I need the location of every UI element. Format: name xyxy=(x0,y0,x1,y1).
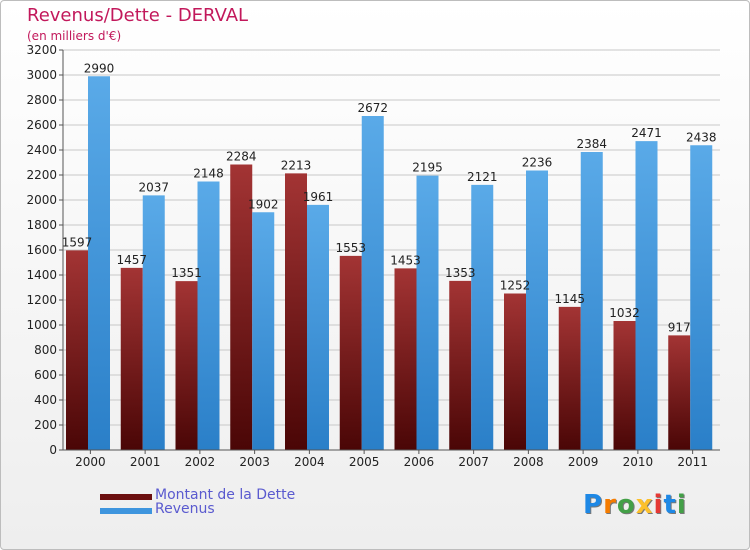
bar-revenue-2008 xyxy=(526,170,548,450)
bar-debt-2000 xyxy=(66,250,88,450)
x-tick-label: 2004 xyxy=(294,455,325,469)
y-tick-label: 1800 xyxy=(26,218,57,232)
data-label-revenue-2000: 2990 xyxy=(84,61,115,75)
y-tick-label: 2800 xyxy=(26,93,57,107)
x-tick-label: 2011 xyxy=(677,455,708,469)
logo-letter: t xyxy=(663,490,677,520)
bar-debt-2007 xyxy=(449,280,472,450)
bar-revenue-2011 xyxy=(690,145,713,450)
y-tick-label: 1200 xyxy=(26,293,57,307)
data-label-revenue-2010: 2471 xyxy=(631,126,662,140)
bar-debt-2011 xyxy=(668,335,691,450)
chart-subtitle: (en milliers d'€) xyxy=(27,29,122,43)
legend-swatch-debt xyxy=(100,494,152,500)
y-tick-label: 800 xyxy=(34,343,57,357)
bar-debt-2004 xyxy=(285,173,307,450)
bar-debt-2009 xyxy=(558,306,581,450)
legend-swatch-revenue xyxy=(100,508,152,514)
data-label-debt-2008: 1252 xyxy=(500,279,531,293)
logo-letter: P xyxy=(583,490,604,520)
legend-label-revenue: Revenus xyxy=(155,501,215,517)
x-tick-label: 2005 xyxy=(349,455,380,469)
y-tick-label: 200 xyxy=(34,418,57,432)
data-label-debt-2009: 1145 xyxy=(554,292,585,306)
y-tick-label: 400 xyxy=(34,393,57,407)
x-tick-label: 2010 xyxy=(623,455,654,469)
bar-revenue-2006 xyxy=(416,175,439,450)
bar-revenue-2009 xyxy=(580,152,603,450)
bar-revenue-2000 xyxy=(88,76,110,450)
y-tick-label: 2400 xyxy=(26,143,57,157)
y-tick-label: 0 xyxy=(49,443,57,457)
data-label-revenue-2004: 1961 xyxy=(303,190,334,204)
legend-label-debt: Montant de la Dette xyxy=(155,487,296,503)
y-tick-label: 1600 xyxy=(26,243,57,257)
x-tick-label: 2000 xyxy=(75,455,106,469)
x-tick-label: 2009 xyxy=(568,455,599,469)
data-label-revenue-2006: 2195 xyxy=(412,161,443,175)
chart-title: Revenus/Dette - DERVAL xyxy=(27,5,249,26)
bar-revenue-2002 xyxy=(197,181,220,450)
data-label-debt-2006: 1453 xyxy=(390,253,421,267)
data-label-debt-2003: 2284 xyxy=(226,150,257,164)
data-label-revenue-2002: 2148 xyxy=(193,167,224,181)
x-tick-label: 2006 xyxy=(404,455,435,469)
x-tick-label: 2003 xyxy=(239,455,270,469)
bar-revenue-2010 xyxy=(635,141,658,450)
y-tick-label: 3200 xyxy=(26,43,57,57)
y-tick-label: 3000 xyxy=(26,68,57,82)
data-label-revenue-2001: 2037 xyxy=(138,180,169,194)
y-tick-label: 2600 xyxy=(26,118,57,132)
bar-revenue-2005 xyxy=(361,116,384,450)
data-label-revenue-2003: 1902 xyxy=(248,197,279,211)
proxiti-logo: Proxiti xyxy=(583,490,687,520)
data-label-debt-2005: 1553 xyxy=(335,241,366,255)
x-tick-label: 2008 xyxy=(513,455,544,469)
data-label-revenue-2009: 2384 xyxy=(576,137,607,151)
bar-revenue-2003 xyxy=(252,212,275,450)
data-label-debt-2002: 1351 xyxy=(171,266,202,280)
data-label-revenue-2011: 2438 xyxy=(686,130,717,144)
logo-letter: i xyxy=(653,490,664,520)
y-tick-label: 1400 xyxy=(26,268,57,282)
logo-letter: o xyxy=(616,490,636,520)
logo-letter: r xyxy=(603,490,617,520)
y-tick-label: 1000 xyxy=(26,318,57,332)
logo-letter: i xyxy=(676,490,687,520)
bar-debt-2006 xyxy=(394,268,417,450)
data-label-debt-2000: 1597 xyxy=(62,235,93,249)
bar-debt-2002 xyxy=(175,281,198,450)
data-label-revenue-2008: 2236 xyxy=(522,156,553,170)
bar-debt-2005 xyxy=(339,255,362,450)
y-tick-label: 600 xyxy=(34,368,57,382)
x-tick-label: 2007 xyxy=(458,455,489,469)
bar-debt-2003 xyxy=(230,164,253,450)
data-label-debt-2001: 1457 xyxy=(116,253,147,267)
data-label-debt-2010: 1032 xyxy=(609,306,640,320)
bar-debt-2008 xyxy=(504,293,526,450)
data-label-debt-2004: 2213 xyxy=(281,158,312,172)
bar-debt-2010 xyxy=(613,321,636,450)
x-tick-label: 2002 xyxy=(185,455,216,469)
bar-revenue-2004 xyxy=(307,204,329,450)
data-label-revenue-2007: 2121 xyxy=(467,170,498,184)
bar-revenue-2007 xyxy=(471,184,494,450)
y-tick-label: 2200 xyxy=(26,168,57,182)
data-label-debt-2007: 1353 xyxy=(445,266,476,280)
bar-debt-2001 xyxy=(120,267,143,450)
data-label-debt-2011: 917 xyxy=(668,320,691,334)
y-tick-label: 2000 xyxy=(26,193,57,207)
data-label-revenue-2005: 2672 xyxy=(357,101,388,115)
bar-revenue-2001 xyxy=(142,195,165,450)
x-tick-label: 2001 xyxy=(130,455,161,469)
logo-letter: x xyxy=(635,490,654,520)
